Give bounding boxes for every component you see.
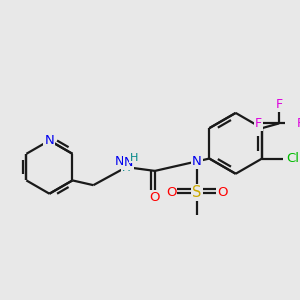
Text: N: N bbox=[124, 156, 133, 169]
Text: O: O bbox=[166, 186, 176, 199]
Text: N: N bbox=[192, 155, 202, 168]
Text: O: O bbox=[217, 186, 228, 199]
Text: F: F bbox=[276, 98, 283, 111]
Text: O: O bbox=[150, 191, 160, 204]
Text: Cl: Cl bbox=[287, 152, 300, 165]
Text: N: N bbox=[44, 134, 54, 147]
Text: H: H bbox=[122, 160, 131, 174]
Text: S: S bbox=[192, 185, 201, 200]
Text: N: N bbox=[115, 155, 124, 168]
Text: F: F bbox=[255, 117, 262, 130]
Text: F: F bbox=[296, 117, 300, 130]
Text: H: H bbox=[130, 153, 138, 163]
